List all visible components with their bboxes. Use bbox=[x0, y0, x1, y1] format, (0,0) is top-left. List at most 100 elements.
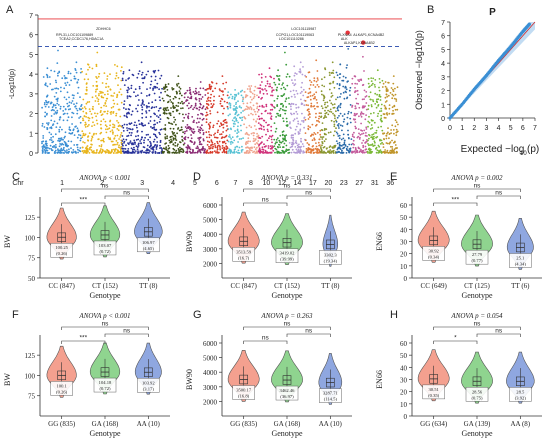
summary-label-box bbox=[275, 385, 299, 401]
snp-point bbox=[75, 102, 78, 105]
snp-point bbox=[198, 91, 200, 93]
genotype-tick-label: CC (649) bbox=[421, 282, 448, 290]
snp-point bbox=[331, 61, 334, 64]
summary-se: (4.65) bbox=[143, 246, 155, 251]
snp-point bbox=[284, 150, 287, 152]
snp-point bbox=[99, 90, 101, 93]
snp-point bbox=[194, 102, 197, 105]
snp-point bbox=[120, 141, 123, 144]
snp-point bbox=[301, 81, 303, 84]
snp-point bbox=[221, 145, 224, 147]
snp-point bbox=[380, 107, 383, 110]
snp-point bbox=[372, 138, 375, 140]
snp-point bbox=[210, 81, 213, 83]
snp-point bbox=[128, 69, 131, 72]
snp-point bbox=[177, 105, 180, 107]
snp-point bbox=[149, 115, 152, 118]
snp-point bbox=[61, 138, 63, 141]
snp-point bbox=[338, 141, 341, 144]
snp-point bbox=[62, 152, 65, 154]
snp-point bbox=[76, 109, 79, 112]
snp-point bbox=[54, 133, 57, 136]
snp-point bbox=[135, 135, 137, 138]
snp-point bbox=[259, 90, 262, 93]
snp-point bbox=[79, 96, 81, 98]
snp-point bbox=[192, 108, 195, 111]
snp-point bbox=[49, 138, 51, 141]
snp-point bbox=[279, 115, 282, 117]
snp-point bbox=[105, 131, 108, 134]
snp-point bbox=[76, 81, 79, 84]
snp-point bbox=[268, 137, 270, 140]
snp-point bbox=[43, 149, 46, 151]
snp-point bbox=[152, 140, 155, 143]
snp-point bbox=[68, 150, 70, 153]
snp-point bbox=[163, 87, 166, 90]
snp-point bbox=[85, 88, 88, 91]
snp-point bbox=[349, 117, 352, 120]
snp-point bbox=[180, 107, 182, 110]
snp-point bbox=[204, 148, 207, 151]
snp-point bbox=[310, 152, 313, 154]
snp-point bbox=[88, 101, 91, 103]
snp-point bbox=[227, 114, 230, 117]
snp-point bbox=[68, 101, 71, 104]
snp-point bbox=[199, 140, 202, 143]
snp-point bbox=[81, 70, 83, 73]
snp-point bbox=[325, 152, 327, 154]
snp-point bbox=[256, 111, 259, 113]
snp-point bbox=[367, 144, 370, 147]
snp-point bbox=[210, 140, 213, 143]
snp-point bbox=[110, 113, 112, 115]
snp-point bbox=[151, 151, 154, 154]
snp-point bbox=[222, 131, 225, 133]
snp-point bbox=[313, 151, 316, 154]
snp-point bbox=[70, 79, 72, 82]
significant-snp-label: LOC101115987 bbox=[291, 27, 316, 31]
snp-point bbox=[44, 142, 47, 145]
snp-point bbox=[352, 118, 355, 120]
snp-point bbox=[323, 76, 326, 79]
snp-point bbox=[304, 132, 307, 135]
snp-point bbox=[85, 112, 88, 115]
snp-point bbox=[376, 98, 378, 101]
snp-point bbox=[319, 146, 322, 148]
snp-point bbox=[95, 132, 98, 135]
snp-point bbox=[156, 115, 158, 117]
snp-point bbox=[363, 70, 365, 72]
comparison-label: ns bbox=[262, 197, 270, 204]
snp-point bbox=[146, 95, 148, 97]
snp-point bbox=[207, 104, 210, 106]
qq-x-tick-label: 6 bbox=[521, 125, 525, 132]
snp-point bbox=[355, 97, 357, 100]
snp-point bbox=[277, 75, 279, 78]
chromosome-label: 36 bbox=[386, 180, 394, 187]
snp-point bbox=[67, 70, 70, 73]
snp-point bbox=[229, 136, 231, 139]
snp-point bbox=[221, 90, 224, 92]
snp-point bbox=[88, 66, 91, 69]
snp-point bbox=[207, 96, 210, 99]
snp-point bbox=[336, 148, 339, 151]
summary-label-box bbox=[93, 377, 117, 393]
snp-point bbox=[68, 126, 71, 129]
snp-point bbox=[323, 132, 326, 135]
snp-point bbox=[147, 122, 150, 125]
snp-point bbox=[296, 113, 299, 115]
snp-point bbox=[51, 124, 54, 127]
snp-point bbox=[314, 107, 316, 110]
chromosome-group-1 bbox=[41, 49, 83, 154]
snp-point bbox=[279, 107, 282, 110]
snp-point bbox=[145, 110, 148, 112]
summary-se: (0.34) bbox=[428, 254, 440, 259]
snp-point bbox=[156, 136, 158, 139]
snp-point bbox=[140, 61, 143, 64]
snp-point bbox=[156, 82, 159, 85]
snp-point bbox=[230, 128, 233, 131]
snp-point bbox=[357, 93, 359, 96]
snp-point bbox=[373, 121, 376, 124]
snp-point bbox=[281, 131, 284, 133]
snp-point bbox=[65, 98, 68, 101]
snp-point bbox=[206, 136, 208, 139]
violin-y-tick-label: 60 bbox=[400, 202, 408, 210]
